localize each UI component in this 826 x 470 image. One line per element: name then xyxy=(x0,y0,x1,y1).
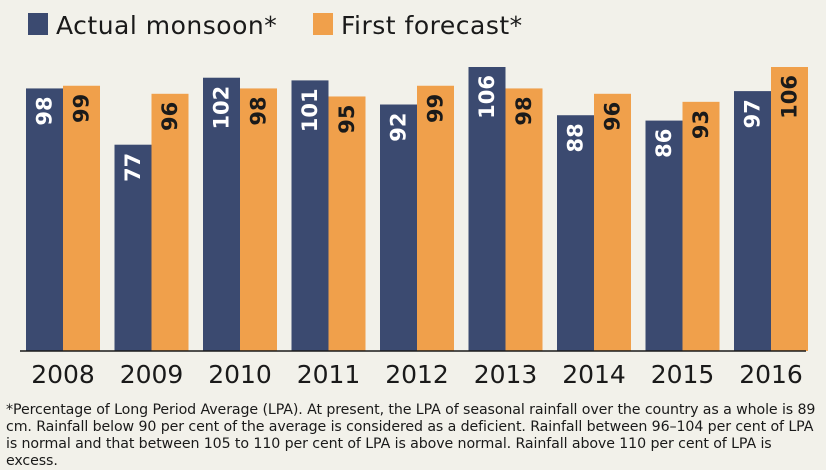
bars-group: 98 99 77 96 102 98 101 95 92 99 106 98 88 96 86 93 97 106 xyxy=(26,67,808,352)
bar-actual-2013 xyxy=(468,67,506,351)
bar-label-forecast-2010: 98 xyxy=(247,96,271,125)
bar-forecast-2011 xyxy=(328,96,366,351)
bar-actual-2012 xyxy=(380,104,417,352)
bar-actual-2010 xyxy=(203,77,240,351)
bar-actual-2009 xyxy=(114,144,152,351)
bar-forecast-2016 xyxy=(771,67,808,351)
x-tick-2010: 2010 xyxy=(208,360,272,389)
x-tick-2008: 2008 xyxy=(31,360,95,389)
bar-label-forecast-2016: 106 xyxy=(778,75,802,119)
footnote: *Percentage of Long Period Average (LPA)… xyxy=(6,402,816,469)
bar-actual-2008 xyxy=(26,88,63,351)
bar-actual-2011 xyxy=(291,80,329,351)
bar-label-forecast-2009: 96 xyxy=(158,102,182,131)
bar-forecast-2008 xyxy=(63,85,100,352)
legend: Actual monsoon* First forecast* xyxy=(28,11,523,40)
bar-label-forecast-2014: 96 xyxy=(601,102,625,131)
bar-label-actual-2015: 86 xyxy=(652,129,676,158)
bar-forecast-2013 xyxy=(505,88,543,351)
bar-forecast-2010 xyxy=(240,88,277,351)
bar-label-actual-2014: 88 xyxy=(564,123,588,152)
x-tick-2012: 2012 xyxy=(385,360,449,389)
bar-label-forecast-2013: 98 xyxy=(512,96,536,125)
bar-forecast-2009 xyxy=(151,93,189,351)
bar-forecast-2014 xyxy=(594,93,631,351)
legend-label-forecast: First forecast* xyxy=(341,11,523,40)
x-tick-2009: 2009 xyxy=(120,360,184,389)
x-tick-2016: 2016 xyxy=(739,360,803,389)
legend-swatch-forecast xyxy=(313,13,333,35)
bar-label-actual-2010: 102 xyxy=(210,86,234,130)
bar-label-actual-2011: 101 xyxy=(298,88,322,132)
x-tick-labels: 2008 2009 2010 2011 2012 2013 2014 2015 2016 xyxy=(31,360,803,389)
legend-swatch-actual xyxy=(28,13,48,35)
bar-label-actual-2009: 77 xyxy=(121,153,145,182)
bar-label-actual-2012: 92 xyxy=(387,113,411,142)
bar-actual-2015 xyxy=(645,120,683,352)
bar-label-actual-2008: 98 xyxy=(33,96,57,125)
bar-label-forecast-2012: 99 xyxy=(424,94,448,123)
bar-label-forecast-2015: 93 xyxy=(689,110,713,139)
bar-label-forecast-2008: 99 xyxy=(70,94,94,123)
x-tick-2013: 2013 xyxy=(474,360,538,389)
bar-actual-2014 xyxy=(557,115,594,352)
bar-label-actual-2016: 97 xyxy=(741,99,765,128)
legend-label-actual: Actual monsoon* xyxy=(56,11,277,40)
bar-label-forecast-2011: 95 xyxy=(335,104,359,133)
bar-forecast-2015 xyxy=(682,101,720,351)
x-tick-2014: 2014 xyxy=(562,360,626,389)
bar-actual-2016 xyxy=(734,91,771,351)
bar-forecast-2012 xyxy=(417,85,454,352)
x-tick-2011: 2011 xyxy=(297,360,361,389)
bar-label-actual-2013: 106 xyxy=(475,75,499,119)
x-tick-2015: 2015 xyxy=(651,360,715,389)
